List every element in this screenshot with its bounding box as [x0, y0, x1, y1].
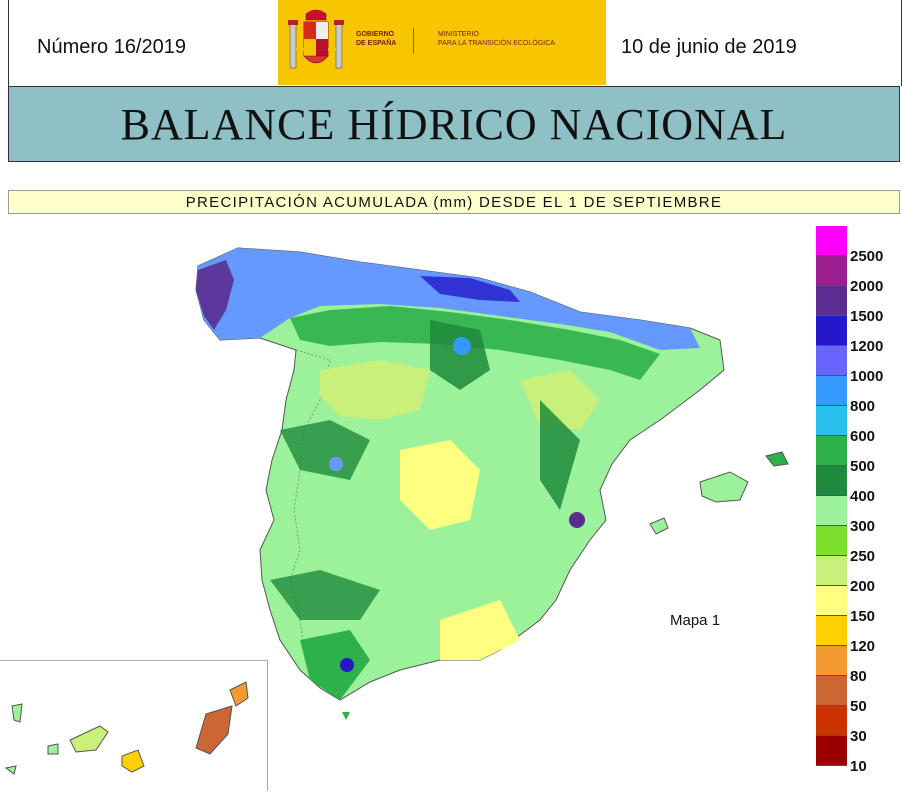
legend-label: 1500	[850, 308, 884, 325]
legend-label: 1200	[850, 338, 884, 355]
legend-swatch	[816, 496, 847, 526]
map-number-label: Mapa 1	[670, 612, 721, 629]
legend-label: 300	[850, 518, 876, 535]
legend-swatch	[816, 526, 847, 556]
legend-swatch	[816, 436, 847, 466]
subtitle-bar: PRECIPITACIÓN ACUMULADA (mm) DESDE EL 1 …	[8, 190, 900, 214]
legend-swatch	[816, 466, 847, 496]
precipitation-map	[0, 220, 800, 791]
legend-label: 250	[850, 548, 876, 565]
ministry-line-2: PARA LA TRANSICIÓN ECOLÓGICA	[438, 40, 555, 47]
legend-label: 1000	[850, 368, 884, 385]
issue-date: 10 de junio de 2019	[621, 36, 797, 58]
legend-swatch	[816, 346, 847, 376]
gov-line-2: DE ESPAÑA	[356, 40, 397, 47]
legend-swatch	[816, 616, 847, 646]
canary-islands-inset-frame	[0, 660, 268, 791]
peninsula-map-svg	[4, 247, 789, 775]
legend: 2500 2000 1500 1200 1000 800 600 500 400 300 250 20…	[816, 226, 900, 775]
legend-label: 2500	[850, 248, 884, 265]
government-logo: GOBIERNO DE ESPAÑA MINISTERIO PARA LA TR…	[278, 0, 606, 85]
gov-line-1: GOBIERNO	[356, 31, 395, 38]
legend-swatch	[816, 226, 847, 256]
legend-swatch	[816, 586, 847, 616]
el-hierro	[4, 765, 17, 775]
page-title: BALANCE HÍDRICO NACIONAL	[120, 99, 788, 149]
legend-swatch	[816, 286, 847, 316]
map-subtitle: PRECIPITACIÓN ACUMULADA (mm) DESDE EL 1 …	[185, 193, 723, 211]
lanzarote	[229, 681, 249, 707]
bulletin-header: Número 16/2019 GOBIERNO DE ESPAÑA MINIST…	[8, 0, 902, 86]
legend-swatch	[816, 556, 847, 586]
legend-swatch	[816, 676, 847, 706]
menorca	[765, 451, 789, 467]
legend-swatch	[816, 736, 847, 766]
la-palma	[11, 703, 23, 723]
legend-label: 600	[850, 428, 876, 445]
tenerife	[69, 725, 109, 753]
legend-label: 500	[850, 458, 876, 475]
ibiza	[649, 517, 669, 535]
legend-label: 50	[850, 698, 867, 715]
logo-divider	[413, 28, 414, 54]
coat-of-arms-icon	[288, 9, 344, 69]
legend-swatch	[816, 256, 847, 286]
legend-label: 120	[850, 638, 876, 655]
legend-label: 200	[850, 578, 876, 595]
legend-swatch	[816, 376, 847, 406]
legend-label: 30	[850, 728, 867, 745]
fuerteventura	[195, 705, 233, 755]
issue-number: Número 16/2019	[37, 36, 186, 58]
mallorca	[699, 471, 749, 503]
legend-swatch	[816, 706, 847, 736]
ministry-line-1: MINISTERIO	[438, 31, 479, 38]
legend-label: 10	[850, 758, 867, 775]
legend-label: 80	[850, 668, 867, 685]
legend-swatch	[816, 406, 847, 436]
la-gomera	[47, 743, 59, 755]
legend-label: 150	[850, 608, 876, 625]
legend-swatch	[816, 316, 847, 346]
gran-canaria	[121, 749, 145, 773]
legend-label: 800	[850, 398, 876, 415]
title-bar: BALANCE HÍDRICO NACIONAL	[8, 86, 900, 162]
legend-label: 2000	[850, 278, 884, 295]
legend-label: 400	[850, 488, 876, 505]
legend-swatch	[816, 646, 847, 676]
